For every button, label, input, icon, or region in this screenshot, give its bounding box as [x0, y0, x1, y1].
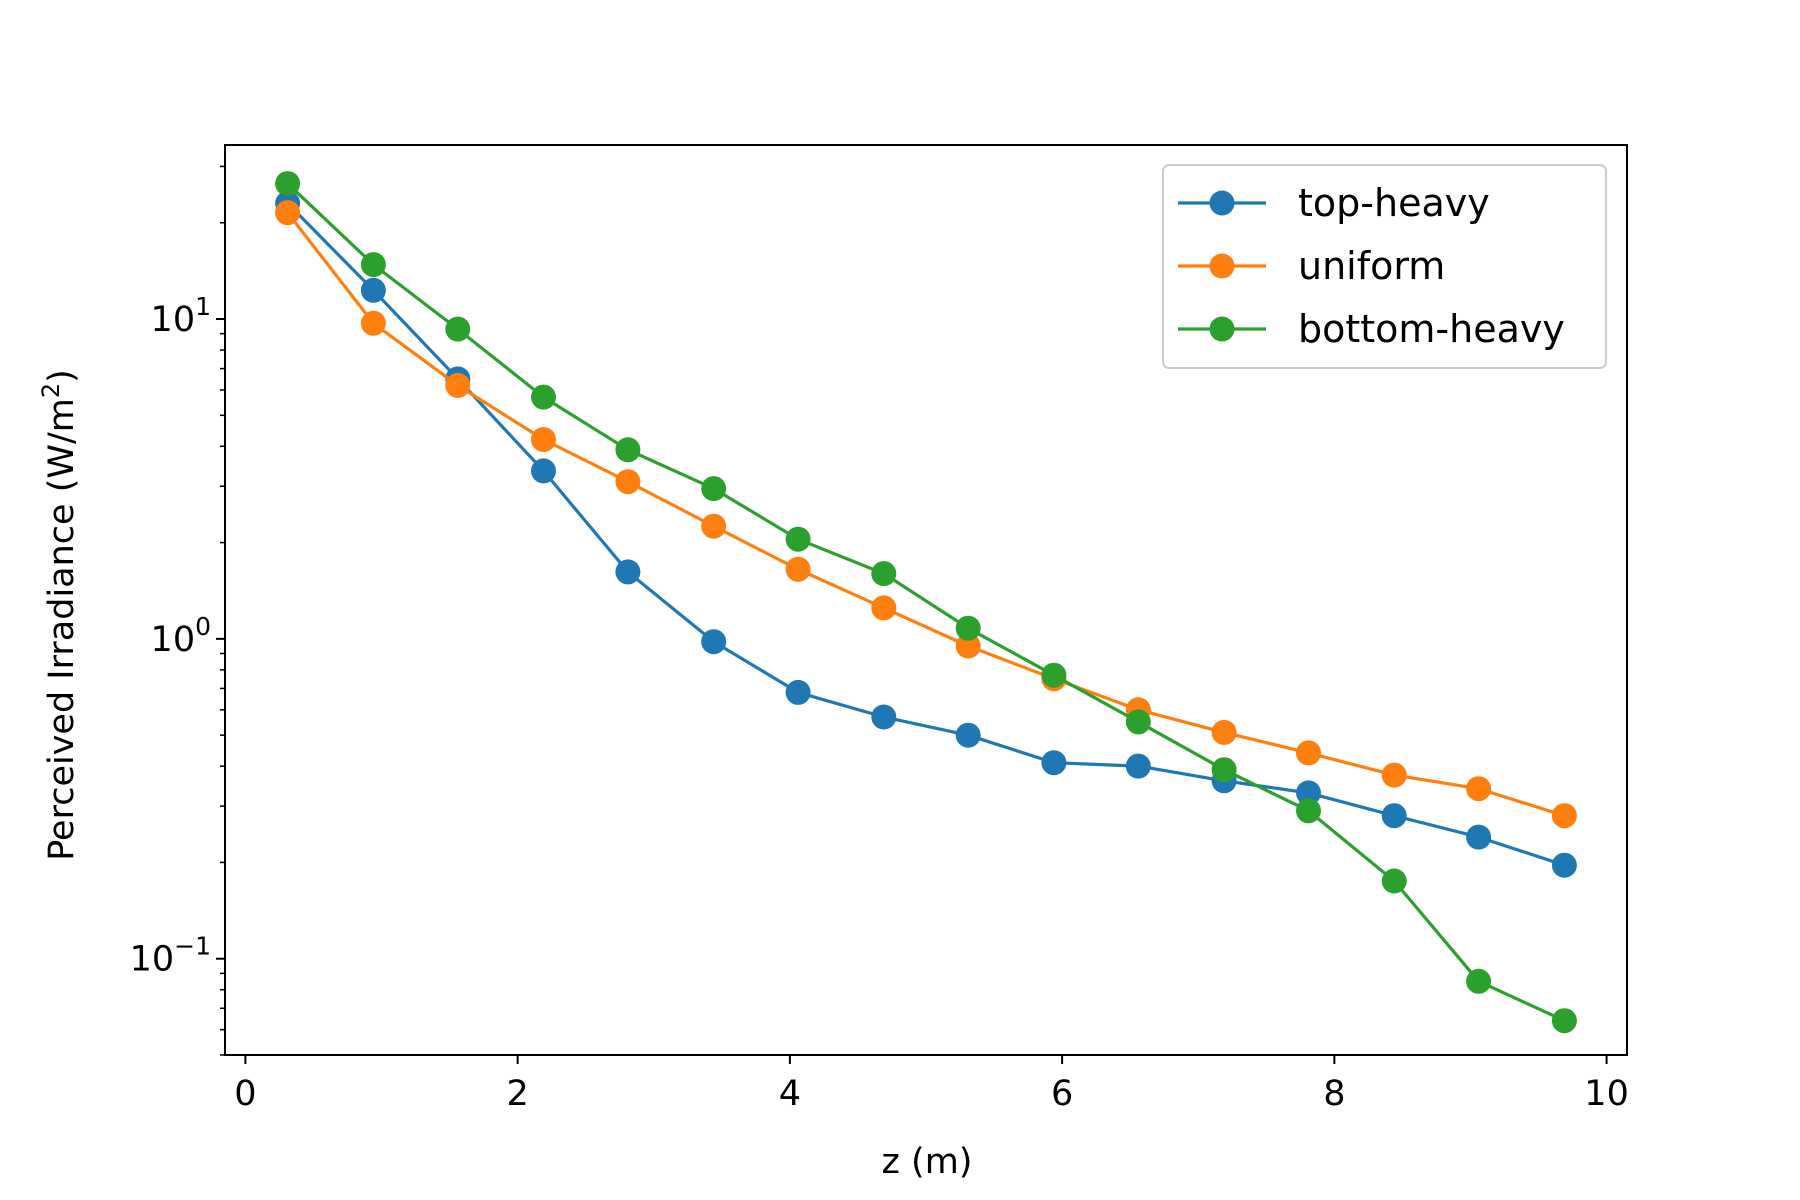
data-point-bottom-heavy	[445, 316, 471, 342]
data-point-uniform	[1211, 719, 1237, 745]
data-point-bottom-heavy	[1041, 662, 1067, 688]
series-line-top-heavy	[286, 202, 1565, 867]
series-bottom-heavy	[275, 171, 1577, 1034]
data-point-bottom-heavy	[1211, 757, 1237, 783]
data-point-bottom-heavy	[871, 561, 897, 587]
x-tick-label: 8	[1323, 1074, 1345, 1114]
legend-label: bottom-heavy	[1298, 307, 1565, 351]
x-tick-label: 6	[1051, 1074, 1073, 1114]
y-tick-label: 10−1	[130, 932, 211, 980]
data-point-top-heavy	[1125, 753, 1151, 779]
y-axis-label: Perceived Irradiance (W/m2)	[37, 369, 82, 861]
y-tick-label: 101	[151, 292, 211, 340]
data-point-top-heavy	[1296, 780, 1321, 806]
data-point-bottom-heavy	[1551, 1008, 1577, 1034]
data-point-uniform	[1551, 803, 1577, 829]
data-point-bottom-heavy	[275, 171, 301, 197]
data-point-uniform	[701, 513, 727, 539]
data-point-top-heavy	[701, 629, 727, 655]
x-tick-label: 10	[1584, 1074, 1629, 1114]
data-point-bottom-heavy	[785, 526, 811, 552]
data-point-bottom-heavy	[615, 437, 641, 463]
data-point-uniform	[955, 633, 981, 659]
data-point-uniform	[871, 595, 897, 621]
data-point-uniform	[615, 469, 641, 495]
series-line-bottom-heavy	[286, 182, 1566, 1023]
x-axis-label: z (m)	[882, 1142, 973, 1182]
data-point-top-heavy	[955, 722, 981, 748]
data-point-top-heavy	[1551, 852, 1577, 878]
data-point-uniform	[445, 372, 471, 398]
data-point-uniform	[1296, 740, 1321, 766]
data-point-bottom-heavy	[1296, 798, 1321, 824]
data-point-top-heavy	[531, 458, 556, 484]
data-point-bottom-heavy	[1466, 968, 1492, 994]
x-tick-label: 2	[507, 1074, 529, 1114]
series-layer	[275, 171, 1577, 1034]
data-point-bottom-heavy	[531, 384, 556, 410]
legend-marker	[1209, 253, 1235, 279]
data-point-top-heavy	[360, 277, 386, 303]
data-point-bottom-heavy	[1125, 709, 1151, 735]
series-line-uniform	[286, 211, 1565, 818]
data-point-top-heavy	[785, 679, 811, 705]
data-point-bottom-heavy	[360, 252, 386, 278]
data-point-uniform	[1381, 762, 1407, 788]
legend: top-heavy uniform bottom-heavy	[1162, 164, 1607, 369]
x-tick-label: 4	[779, 1074, 801, 1114]
data-point-bottom-heavy	[701, 476, 727, 502]
data-point-uniform	[275, 200, 301, 226]
data-point-top-heavy	[871, 704, 897, 730]
y-axis-label-main: Perceived Irradiance (W/m	[42, 398, 82, 861]
y-tick-label: 100	[151, 612, 211, 660]
y-axis-label-superscript: 2	[37, 383, 65, 398]
legend-box	[1162, 164, 1607, 369]
axes-frame	[224, 144, 1628, 1056]
legend-entry-top-heavy: top-heavy	[1178, 181, 1490, 225]
legend-marker	[1209, 316, 1235, 342]
data-point-top-heavy	[1381, 803, 1407, 829]
legend-entry-uniform: uniform	[1178, 244, 1445, 288]
data-point-top-heavy	[1466, 824, 1492, 850]
legend-label: uniform	[1298, 244, 1445, 288]
legend-label: top-heavy	[1298, 181, 1490, 225]
y-axis-label-close: )	[42, 369, 82, 383]
data-point-uniform	[360, 310, 386, 336]
legend-entry-bottom-heavy: bottom-heavy	[1178, 307, 1565, 351]
data-point-top-heavy	[615, 559, 641, 585]
x-tick-label: 0	[234, 1074, 256, 1114]
data-point-bottom-heavy	[1381, 868, 1407, 894]
axes-layer: 0 2 4 6 8 10 10−1 100 101	[130, 144, 1629, 1114]
data-point-uniform	[785, 556, 811, 582]
data-point-bottom-heavy	[955, 615, 981, 641]
data-point-uniform	[1466, 776, 1492, 802]
data-point-uniform	[531, 427, 556, 452]
data-point-top-heavy	[1041, 750, 1067, 776]
legend-marker	[1209, 190, 1235, 216]
